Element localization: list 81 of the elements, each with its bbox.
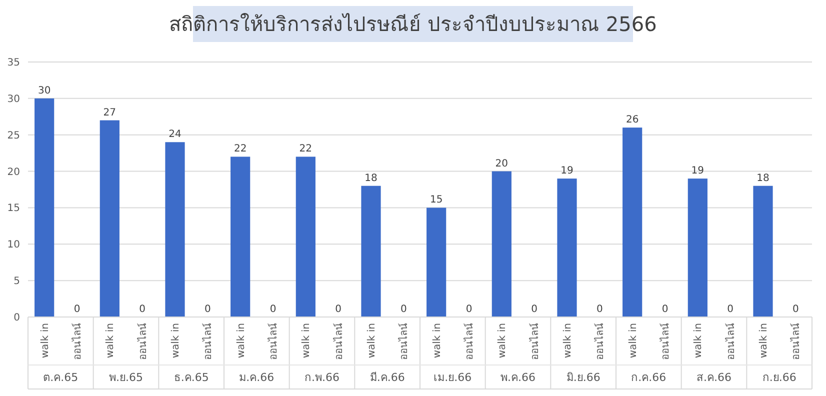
bar [34, 98, 54, 317]
data-label: 0 [727, 304, 734, 315]
y-tick-label: 30 [7, 94, 20, 105]
text: ม.ค.66 [239, 371, 274, 384]
data-label: 18 [756, 172, 770, 184]
x-tick-label: ออนไลน์ [464, 323, 476, 360]
bar [426, 208, 446, 317]
data-label: 20 [495, 158, 508, 170]
text: มี.ค.66 [370, 371, 405, 384]
text: ส.ค.66 [696, 371, 732, 384]
x-tick-label: walk in [366, 323, 378, 358]
data-label: 22 [299, 144, 312, 155]
data-label: 19 [691, 166, 704, 177]
bar [296, 156, 316, 317]
y-tick-label: 20 [7, 166, 20, 178]
data-label: 0 [270, 304, 276, 315]
x-tick-label: walk in [562, 323, 574, 358]
x-tick-label: walk in [301, 323, 312, 358]
y-tick-label: 25 [7, 130, 20, 142]
data-label: 30 [38, 85, 51, 96]
data-label: 0 [466, 304, 472, 315]
x-tick-label: walk in [105, 323, 116, 358]
data-label: 0 [400, 304, 407, 315]
x-tick-label: walk in [40, 323, 51, 358]
text: พ.ย.65 [109, 371, 143, 384]
x-tick-label: walk in [497, 323, 508, 358]
text: เม.ย.66 [434, 371, 472, 384]
x-tick-label: walk in [628, 323, 639, 358]
bar [622, 128, 642, 317]
x-tick-label: ออนไลน์ [790, 323, 802, 360]
data-label: 27 [103, 107, 116, 118]
x-tick-label: ออนไลน์ [136, 323, 149, 360]
data-label: 15 [430, 194, 443, 206]
y-tick-label: 10 [7, 240, 20, 251]
x-tick-label: walk in [170, 323, 182, 358]
data-label: 0 [335, 304, 342, 315]
y-tick-label: 0 [14, 312, 20, 324]
x-tick-label: ออนไลน์ [398, 323, 410, 360]
bar [557, 178, 577, 317]
data-label: 19 [560, 166, 574, 177]
y-tick-label: 35 [7, 58, 20, 68]
x-tick-label: walk in [693, 323, 704, 358]
x-tick-label: ออนไลน์ [528, 323, 541, 360]
text: มิ.ย.66 [566, 371, 600, 384]
bar [230, 156, 250, 317]
x-tick-label: walk in [432, 323, 443, 358]
bar [100, 120, 120, 317]
data-label: 0 [792, 304, 799, 315]
y-tick-label: 5 [14, 276, 20, 288]
y-tick-label: 15 [7, 203, 20, 214]
x-tick-label: ออนไลน์ [660, 323, 672, 360]
text: ต.ค.65 [43, 371, 78, 384]
text: พ.ค.66 [500, 371, 536, 384]
bar [492, 171, 512, 317]
data-label: 0 [74, 304, 80, 315]
x-tick-label: ออนไลน์ [332, 323, 345, 360]
x-tick-label: walk in [236, 323, 247, 358]
x-tick-label: ออนไลน์ [202, 323, 214, 360]
bar [361, 186, 381, 317]
text: ธ.ค.65 [174, 371, 209, 384]
x-tick-label: ออนไลน์ [72, 323, 84, 360]
data-label: 0 [596, 304, 603, 315]
bar [165, 142, 185, 317]
x-tick-label: ออนไลน์ [594, 323, 606, 360]
text: ก.พ.66 [304, 371, 340, 384]
x-tick-label: ออนไลน์ [268, 323, 280, 360]
x-tick-label: walk in [758, 323, 770, 358]
data-label: 0 [662, 304, 668, 315]
data-label: 26 [626, 114, 639, 126]
text: ก.ค.66 [631, 371, 666, 384]
data-label: 22 [234, 144, 247, 155]
data-label: 18 [364, 172, 378, 184]
bar [753, 186, 773, 317]
x-tick-label: ออนไลน์ [724, 323, 737, 360]
data-label: 24 [168, 129, 182, 140]
data-label: 0 [531, 304, 538, 315]
data-label: 0 [139, 304, 146, 315]
chart-title: สถิติการให้บริการส่งไปรษณีย์ ประจำปีงบประมาณ 2566 [169, 12, 657, 36]
bar [688, 178, 708, 317]
data-label: 0 [204, 304, 211, 315]
text: ก.ย.66 [762, 371, 796, 384]
